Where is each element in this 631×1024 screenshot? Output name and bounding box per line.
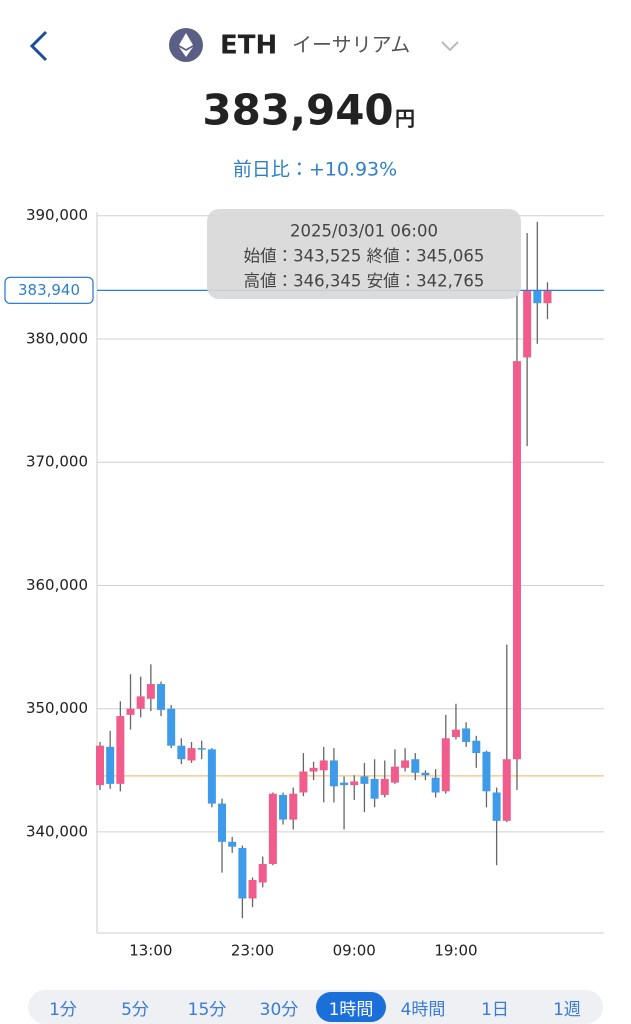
candle-body (177, 745, 186, 760)
x-tick-label: 09:00 (333, 942, 376, 960)
candle-body (329, 760, 338, 787)
x-tick-label: 23:00 (231, 942, 274, 960)
symbol: ETH (220, 31, 277, 61)
candle-body (441, 738, 450, 792)
candle-body (462, 728, 471, 742)
candle-body (187, 748, 196, 761)
candle-body (248, 880, 257, 899)
price: 383,940 (202, 86, 393, 135)
candle-body (390, 766, 399, 783)
candle-body (309, 767, 318, 772)
x-tick-label: 19:00 (434, 942, 477, 960)
candle-body (482, 751, 491, 792)
candle-body (502, 759, 511, 821)
tooltip-box (207, 209, 521, 299)
price-unit: 円 (395, 107, 415, 131)
timeframe-bar: 1分 5分 15分 30分 1時間 4時間 1日 1週 (28, 990, 603, 1024)
candle-body (350, 781, 359, 786)
candle-body (411, 759, 420, 773)
candle-body (106, 746, 115, 784)
last-price-label: 383,940 (18, 281, 80, 299)
candle-body (279, 794, 288, 820)
candle-body (319, 760, 328, 771)
candle-body (472, 740, 481, 754)
candle-body (218, 803, 227, 842)
candle-body (289, 793, 298, 820)
timeframe-button[interactable]: 1週 (532, 992, 602, 1022)
day-change: 前日比：+10.93% (233, 159, 397, 181)
timeframe-button[interactable]: 1分 (28, 992, 98, 1022)
candle-body (197, 748, 206, 750)
candle-body (431, 777, 440, 793)
tooltip-line: 高値：346,345 安値：342,765 (244, 272, 485, 291)
candle-body (258, 863, 267, 883)
candle-body (512, 361, 521, 760)
candle-body (96, 745, 104, 786)
candle-body (238, 847, 247, 899)
candle-body (207, 749, 216, 804)
x-tick-label: 13:00 (129, 942, 172, 960)
y-tick-label: 380,000 (26, 329, 88, 347)
candle-body (543, 290, 552, 304)
candle-body (299, 771, 308, 793)
candle-body (167, 708, 176, 746)
candle-body (523, 290, 532, 358)
coin-dropdown[interactable] (441, 41, 459, 52)
y-tick-label: 390,000 (26, 206, 88, 224)
candle-body (268, 793, 277, 864)
tooltip-line: 始値：343,525 終値：345,065 (244, 247, 485, 266)
timeframe-button[interactable]: 1時間 (316, 992, 386, 1022)
timeframe-button[interactable]: 15分 (172, 992, 242, 1022)
candle-body (401, 760, 410, 768)
candle-body (451, 729, 460, 738)
candle-body (136, 696, 145, 709)
candle-body (228, 841, 237, 847)
y-tick-label: 340,000 (26, 822, 88, 840)
candle-body (126, 708, 135, 715)
y-tick-label: 370,000 (26, 453, 88, 471)
y-tick-label: 360,000 (26, 576, 88, 594)
timeframe-button[interactable]: 1日 (460, 992, 530, 1022)
candle-body (533, 290, 542, 304)
candle-body (146, 684, 155, 699)
chart-view: ETH イーサリアム 383,940 円 前日比：+10.93% 340,000… (4, 28, 604, 960)
timeframe-button[interactable]: 4時間 (388, 992, 458, 1022)
candle-body (340, 782, 349, 786)
timeframe-button[interactable]: 5分 (100, 992, 170, 1022)
candle-body (370, 778, 379, 799)
back-button[interactable] (29, 30, 48, 62)
candle-body (380, 778, 389, 795)
candle-body (360, 776, 369, 784)
eth-logo (179, 33, 193, 57)
timeframe-button[interactable]: 30分 (244, 992, 314, 1022)
last-price-tag (4, 276, 94, 305)
tooltip-line: 2025/03/01 06:00 (290, 222, 438, 241)
coin-name: イーサリアム (292, 33, 410, 57)
candle-body (492, 792, 501, 821)
candle-body (157, 684, 166, 710)
candle-body (116, 716, 125, 784)
candle-body (421, 772, 430, 776)
y-tick-label: 350,000 (26, 699, 88, 717)
